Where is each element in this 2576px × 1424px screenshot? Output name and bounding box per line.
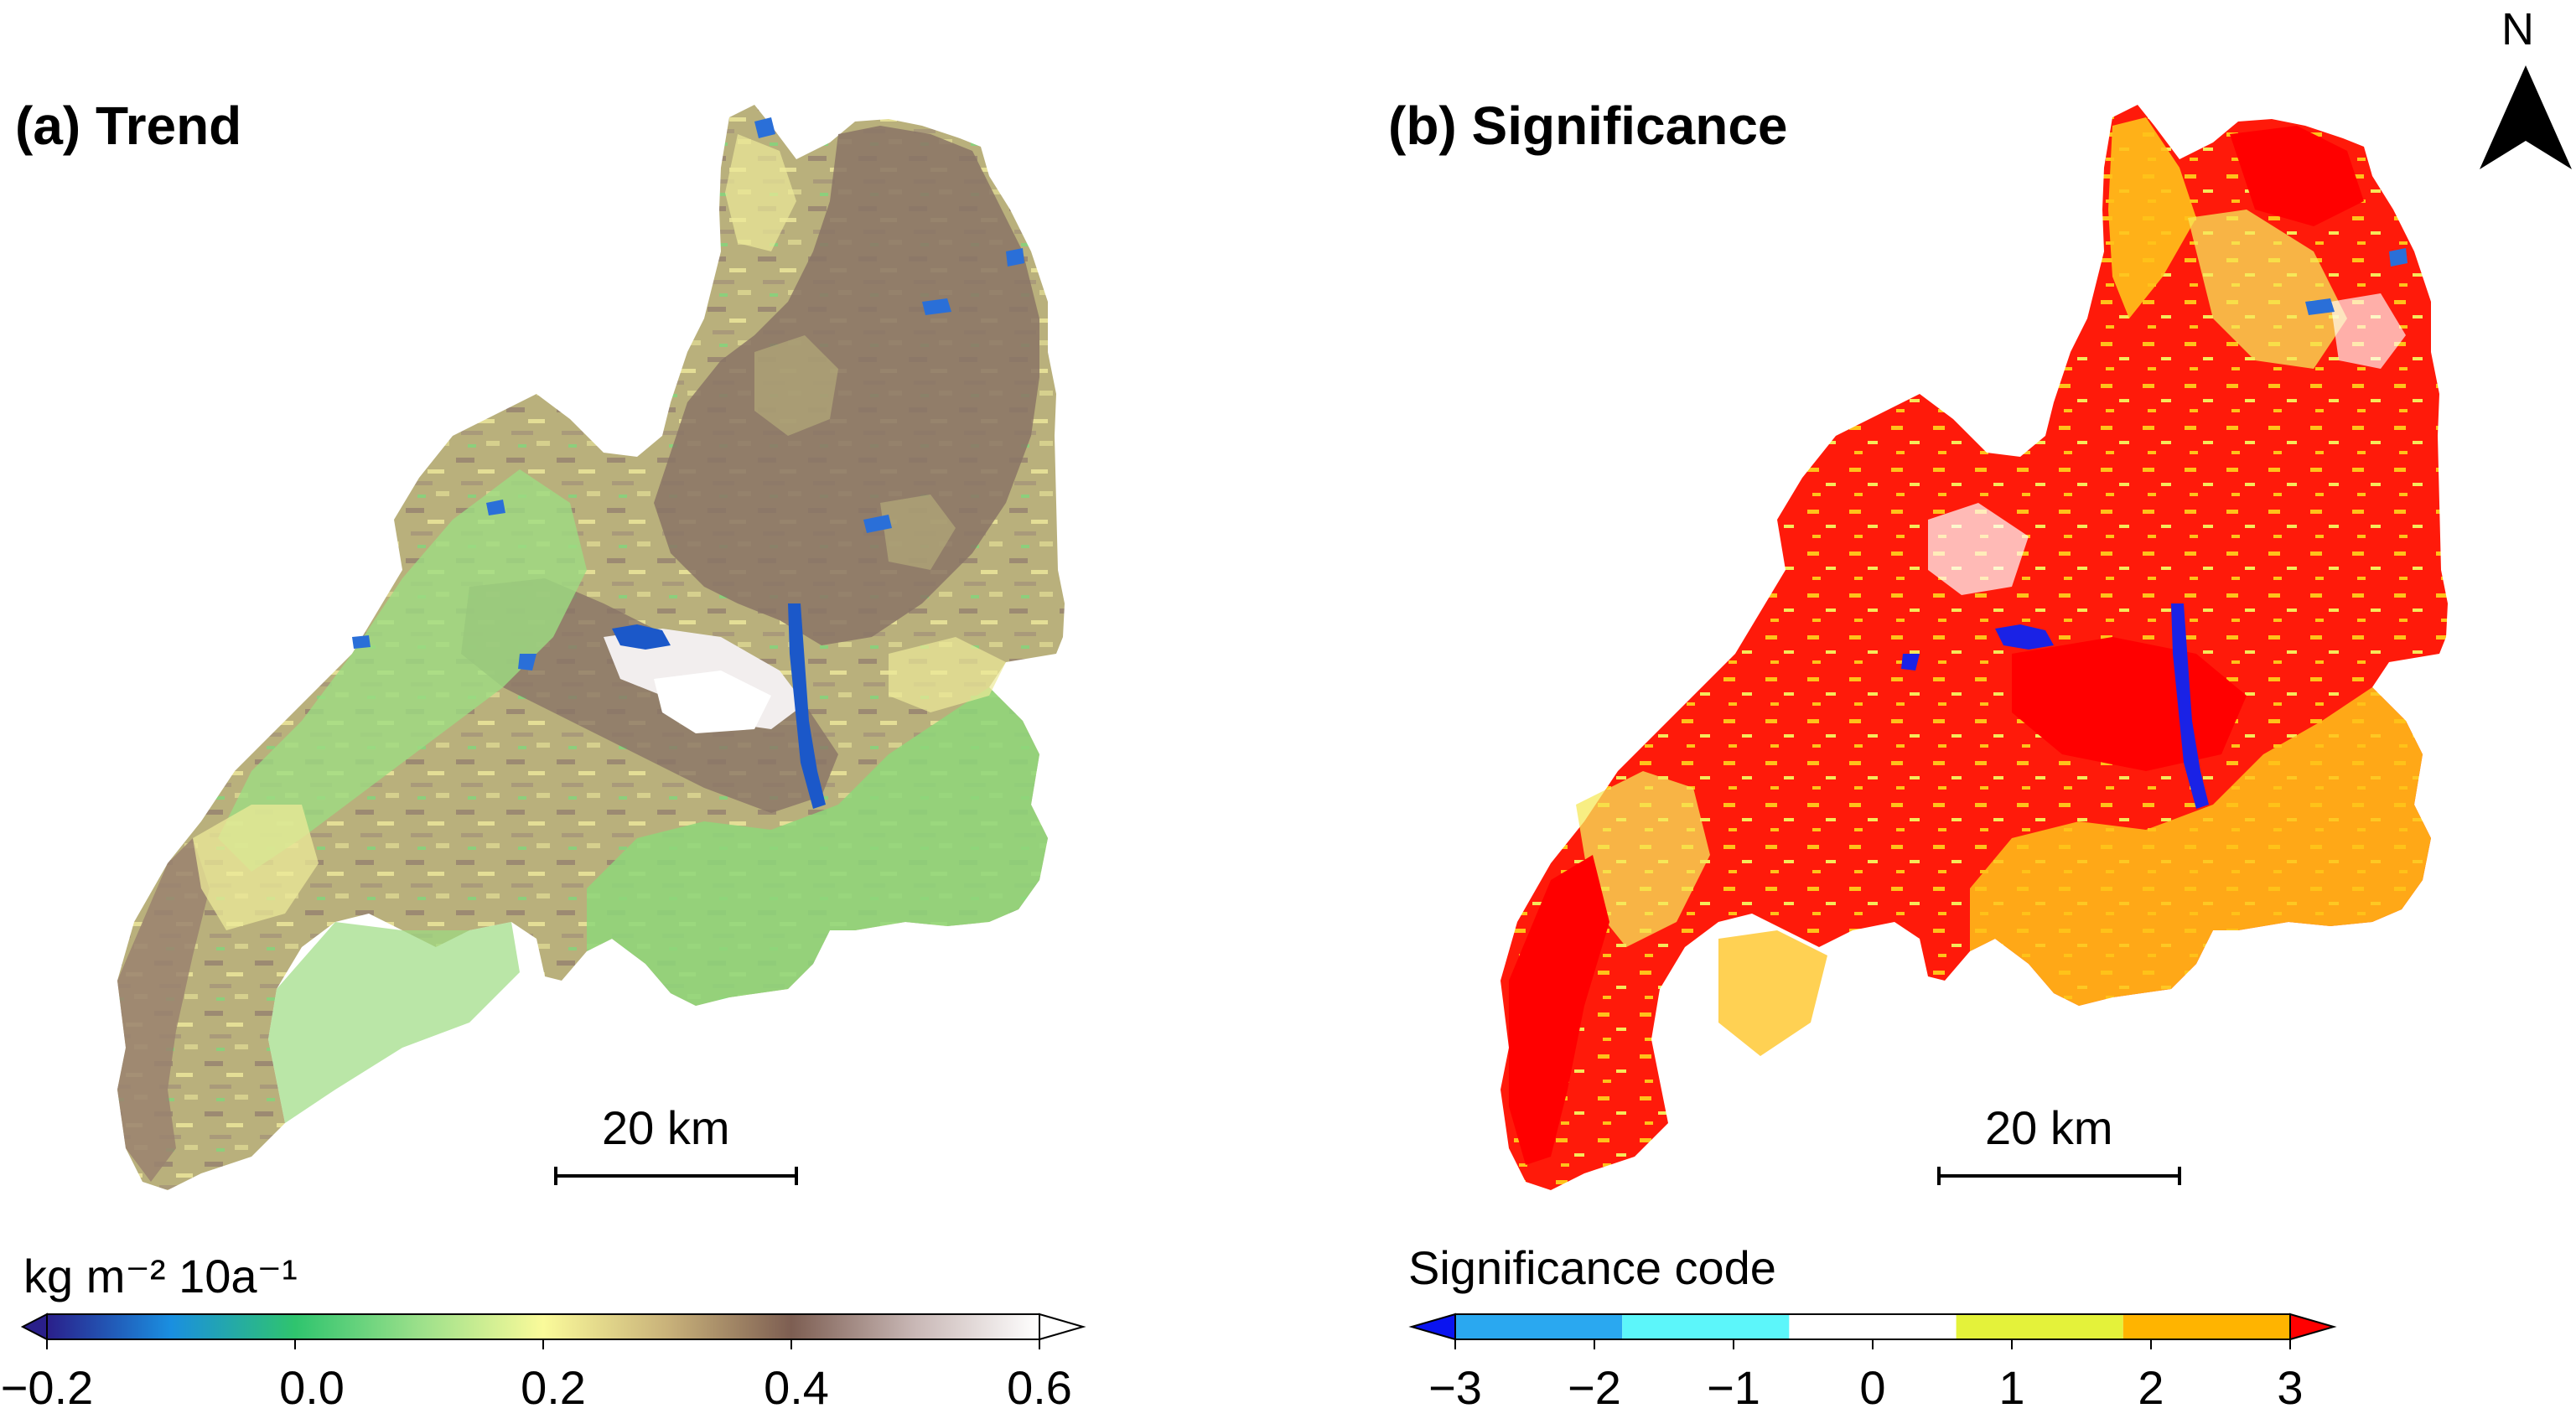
significance-colorbar-segment <box>1789 1314 1957 1339</box>
trend-colorbar <box>20 1313 1086 1341</box>
trend-colorbar-unit: kg m⁻² 10a⁻¹ <box>23 1250 298 1302</box>
north-arrow-icon <box>2480 65 2572 169</box>
north-arrow-label: N <box>2501 4 2534 54</box>
trend-tick-label: −0.2 <box>0 1361 94 1414</box>
significance-colorbar-extend-low <box>1408 1313 1456 1341</box>
significance-colorbar-label: Significance code <box>1408 1241 1776 1294</box>
significance-tick-label: 1 <box>1998 1361 2025 1414</box>
trend-scalebar-label: 20 km <box>602 1101 730 1154</box>
significance-tick-label: 3 <box>2277 1361 2304 1414</box>
trend-colorbar-ticks <box>46 1339 1040 1349</box>
trend-scalebar <box>554 1167 798 1185</box>
significance-colorbar-segment <box>1622 1314 1790 1339</box>
significance-tick-label: −2 <box>1568 1361 1621 1414</box>
significance-colorbar-segment <box>1455 1314 1623 1339</box>
trend-tick-label: 0.2 <box>521 1361 586 1414</box>
significance-scalebar <box>1937 1167 2181 1185</box>
significance-scalebar-label: 20 km <box>1985 1101 2113 1154</box>
panel-b-title: (b) Significance <box>1388 96 1788 156</box>
significance-colorbar <box>1408 1313 2337 1349</box>
significance-map <box>1501 105 2448 1190</box>
significance-tick-label: 0 <box>1859 1361 1886 1414</box>
significance-tick-label: −3 <box>1428 1361 1482 1414</box>
significance-colorbar-extend-high <box>2289 1313 2337 1341</box>
trend-map <box>117 105 1065 1190</box>
significance-tick-label: −1 <box>1707 1361 1760 1414</box>
panel-a-title: (a) Trend <box>15 96 242 156</box>
trend-tick-label: 0.0 <box>279 1361 345 1414</box>
significance-colorbar-segment <box>1956 1314 2123 1339</box>
trend-tick-label: 0.6 <box>1007 1361 1072 1414</box>
trend-tick-label: 0.4 <box>764 1361 829 1414</box>
significance-colorbar-segment <box>2122 1314 2290 1339</box>
significance-tick-label: 2 <box>2138 1361 2164 1414</box>
